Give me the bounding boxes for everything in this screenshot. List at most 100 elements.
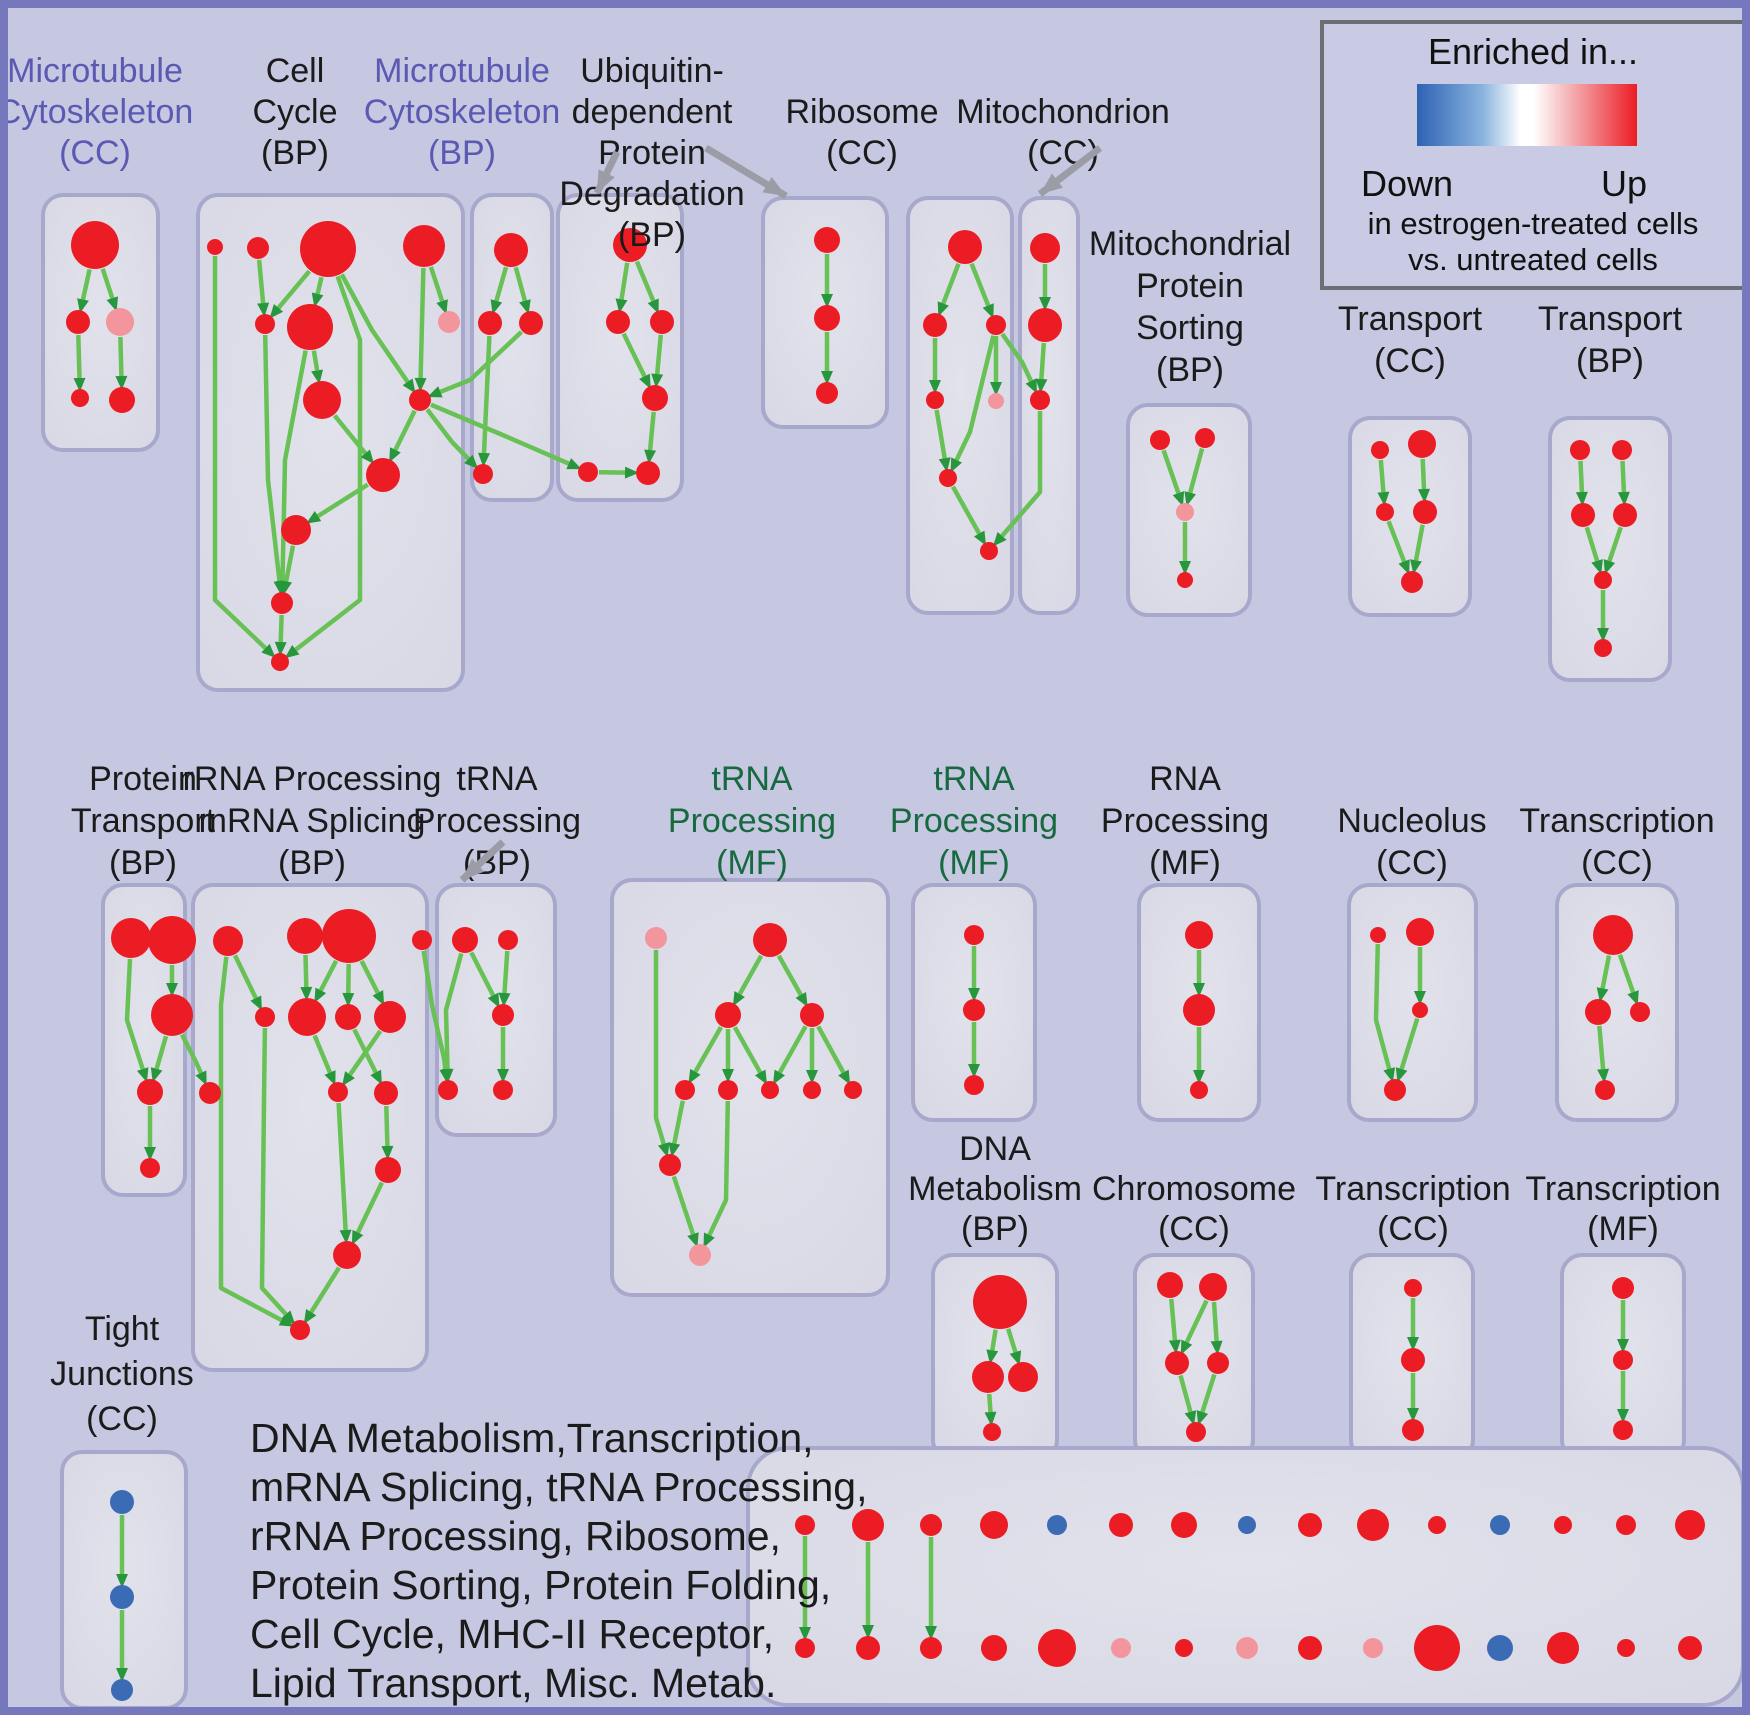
- edge-e2-e3: [1180, 1299, 1209, 1355]
- edge-mt2-mt3: [1035, 342, 1048, 393]
- label-mitochondrion: Mitochondrion (CC): [956, 93, 1170, 172]
- edge-w3-c9: [427, 330, 524, 398]
- edge-r3-r6: [314, 959, 339, 1003]
- edge-rb6-rb7: [950, 485, 987, 546]
- node-rb5: [988, 393, 1004, 409]
- edge-c6-c12: [276, 350, 308, 595]
- network-nodes: [66, 221, 1705, 1701]
- node-d1: [973, 1275, 1027, 1329]
- node-t4: [438, 1080, 458, 1100]
- node-z3: [111, 1679, 133, 1701]
- cluster-box-transcription-cc: [1555, 883, 1679, 1122]
- node-o15: [1675, 1510, 1705, 1540]
- node-e2: [1199, 1273, 1227, 1301]
- node-rb1: [948, 230, 982, 264]
- edge-v1-v2: [615, 262, 630, 314]
- node-rb6: [939, 469, 957, 487]
- edge-c3-c13: [284, 275, 363, 659]
- edge-rb3-rb6: [950, 335, 996, 473]
- label-dna-metabolism: DNA Metabolism (BP): [908, 1130, 1082, 1248]
- node-z1: [110, 1490, 134, 1514]
- edge-m1-m10: [653, 950, 670, 1158]
- legend-caption-line1: in estrogen-treated cells: [1368, 206, 1699, 241]
- node-d2: [972, 1361, 1004, 1393]
- edge-c10-c11: [306, 482, 370, 524]
- legend-down-label: Down: [1361, 163, 1453, 204]
- label-transcription-cc2: Transcription (CC): [1315, 1170, 1510, 1248]
- edge-m2-m4: [776, 954, 808, 1008]
- node-b11: [1414, 1625, 1460, 1671]
- node-m1: [645, 927, 667, 949]
- node-q2: [1612, 440, 1632, 460]
- edge-m4-m9: [816, 1025, 851, 1085]
- label-trna-mf-big: tRNA Processing (MF): [668, 760, 836, 882]
- node-t1: [452, 927, 478, 953]
- node-r14: [290, 1320, 310, 1340]
- edge-a3-a5: [115, 336, 128, 390]
- edge-c5-c12: [262, 334, 286, 596]
- node-v3: [650, 310, 674, 334]
- node-r13: [333, 1241, 361, 1269]
- legend-title: Enriched in...: [1428, 31, 1638, 72]
- node-x1: [1593, 915, 1633, 955]
- node-w2: [478, 311, 502, 335]
- edge-r4-t4: [421, 950, 452, 1084]
- node-j1: [1612, 1277, 1634, 1299]
- edge-x1-x3: [1617, 954, 1639, 1006]
- node-h2: [1406, 918, 1434, 946]
- node-r3: [322, 909, 376, 963]
- node-p5: [140, 1158, 160, 1178]
- node-rb4: [926, 391, 944, 409]
- node-d3: [1008, 1362, 1038, 1392]
- node-p3: [151, 994, 193, 1036]
- node-d4: [983, 1423, 1001, 1441]
- node-o2: [852, 1509, 884, 1541]
- edge-v3-v4: [651, 334, 664, 389]
- node-nt1: [1371, 441, 1389, 459]
- legend-caption-line2: vs. untreated cells: [1408, 242, 1658, 277]
- node-j2: [1613, 1350, 1633, 1370]
- node-m9: [844, 1081, 862, 1099]
- node-a5: [109, 387, 135, 413]
- node-p1: [111, 918, 151, 958]
- node-c8: [303, 381, 341, 419]
- edge-r11-r12: [381, 1105, 394, 1160]
- edge-e2-e4: [1210, 1301, 1223, 1355]
- edge-c9-w4: [425, 408, 479, 469]
- callout-arrows: [459, 144, 1103, 883]
- node-r10: [328, 1082, 348, 1102]
- edge-nt3-nt5: [1386, 520, 1410, 575]
- node-p2: [148, 916, 196, 964]
- node-c6: [287, 304, 333, 350]
- node-m5: [675, 1080, 695, 1100]
- node-r11: [374, 1081, 398, 1105]
- edge-r5-r14: [259, 1027, 296, 1325]
- node-g1: [1185, 921, 1213, 949]
- edge-q1-q3: [1575, 460, 1588, 506]
- node-e5: [1186, 1422, 1206, 1442]
- edge-e3-e5: [1178, 1374, 1197, 1426]
- edge-m6-m11: [703, 1100, 731, 1248]
- node-b3: [920, 1637, 942, 1659]
- node-q3: [1571, 503, 1595, 527]
- edge-r1-r5: [232, 954, 262, 1011]
- node-b14: [1617, 1639, 1635, 1657]
- node-b12: [1487, 1635, 1513, 1661]
- edge-mt3-rb7: [992, 411, 1043, 547]
- node-w3: [519, 311, 543, 335]
- node-b5: [1038, 1629, 1076, 1667]
- node-r2: [287, 918, 323, 954]
- node-r1: [213, 926, 243, 956]
- edge-r8-r10: [342, 1029, 383, 1087]
- edge-m3-m5: [688, 1025, 723, 1084]
- edge-rb1-rb2: [937, 262, 961, 317]
- edge-c11-c12: [280, 545, 296, 596]
- label-transcription-cc: Transcription (CC): [1519, 802, 1714, 882]
- edge-r12-r13: [351, 1181, 384, 1246]
- legend-up-label: Up: [1601, 163, 1647, 204]
- node-e4: [1207, 1352, 1229, 1374]
- node-m8: [803, 1081, 821, 1099]
- node-q5: [1594, 571, 1612, 589]
- edge-c3-c9: [339, 273, 416, 394]
